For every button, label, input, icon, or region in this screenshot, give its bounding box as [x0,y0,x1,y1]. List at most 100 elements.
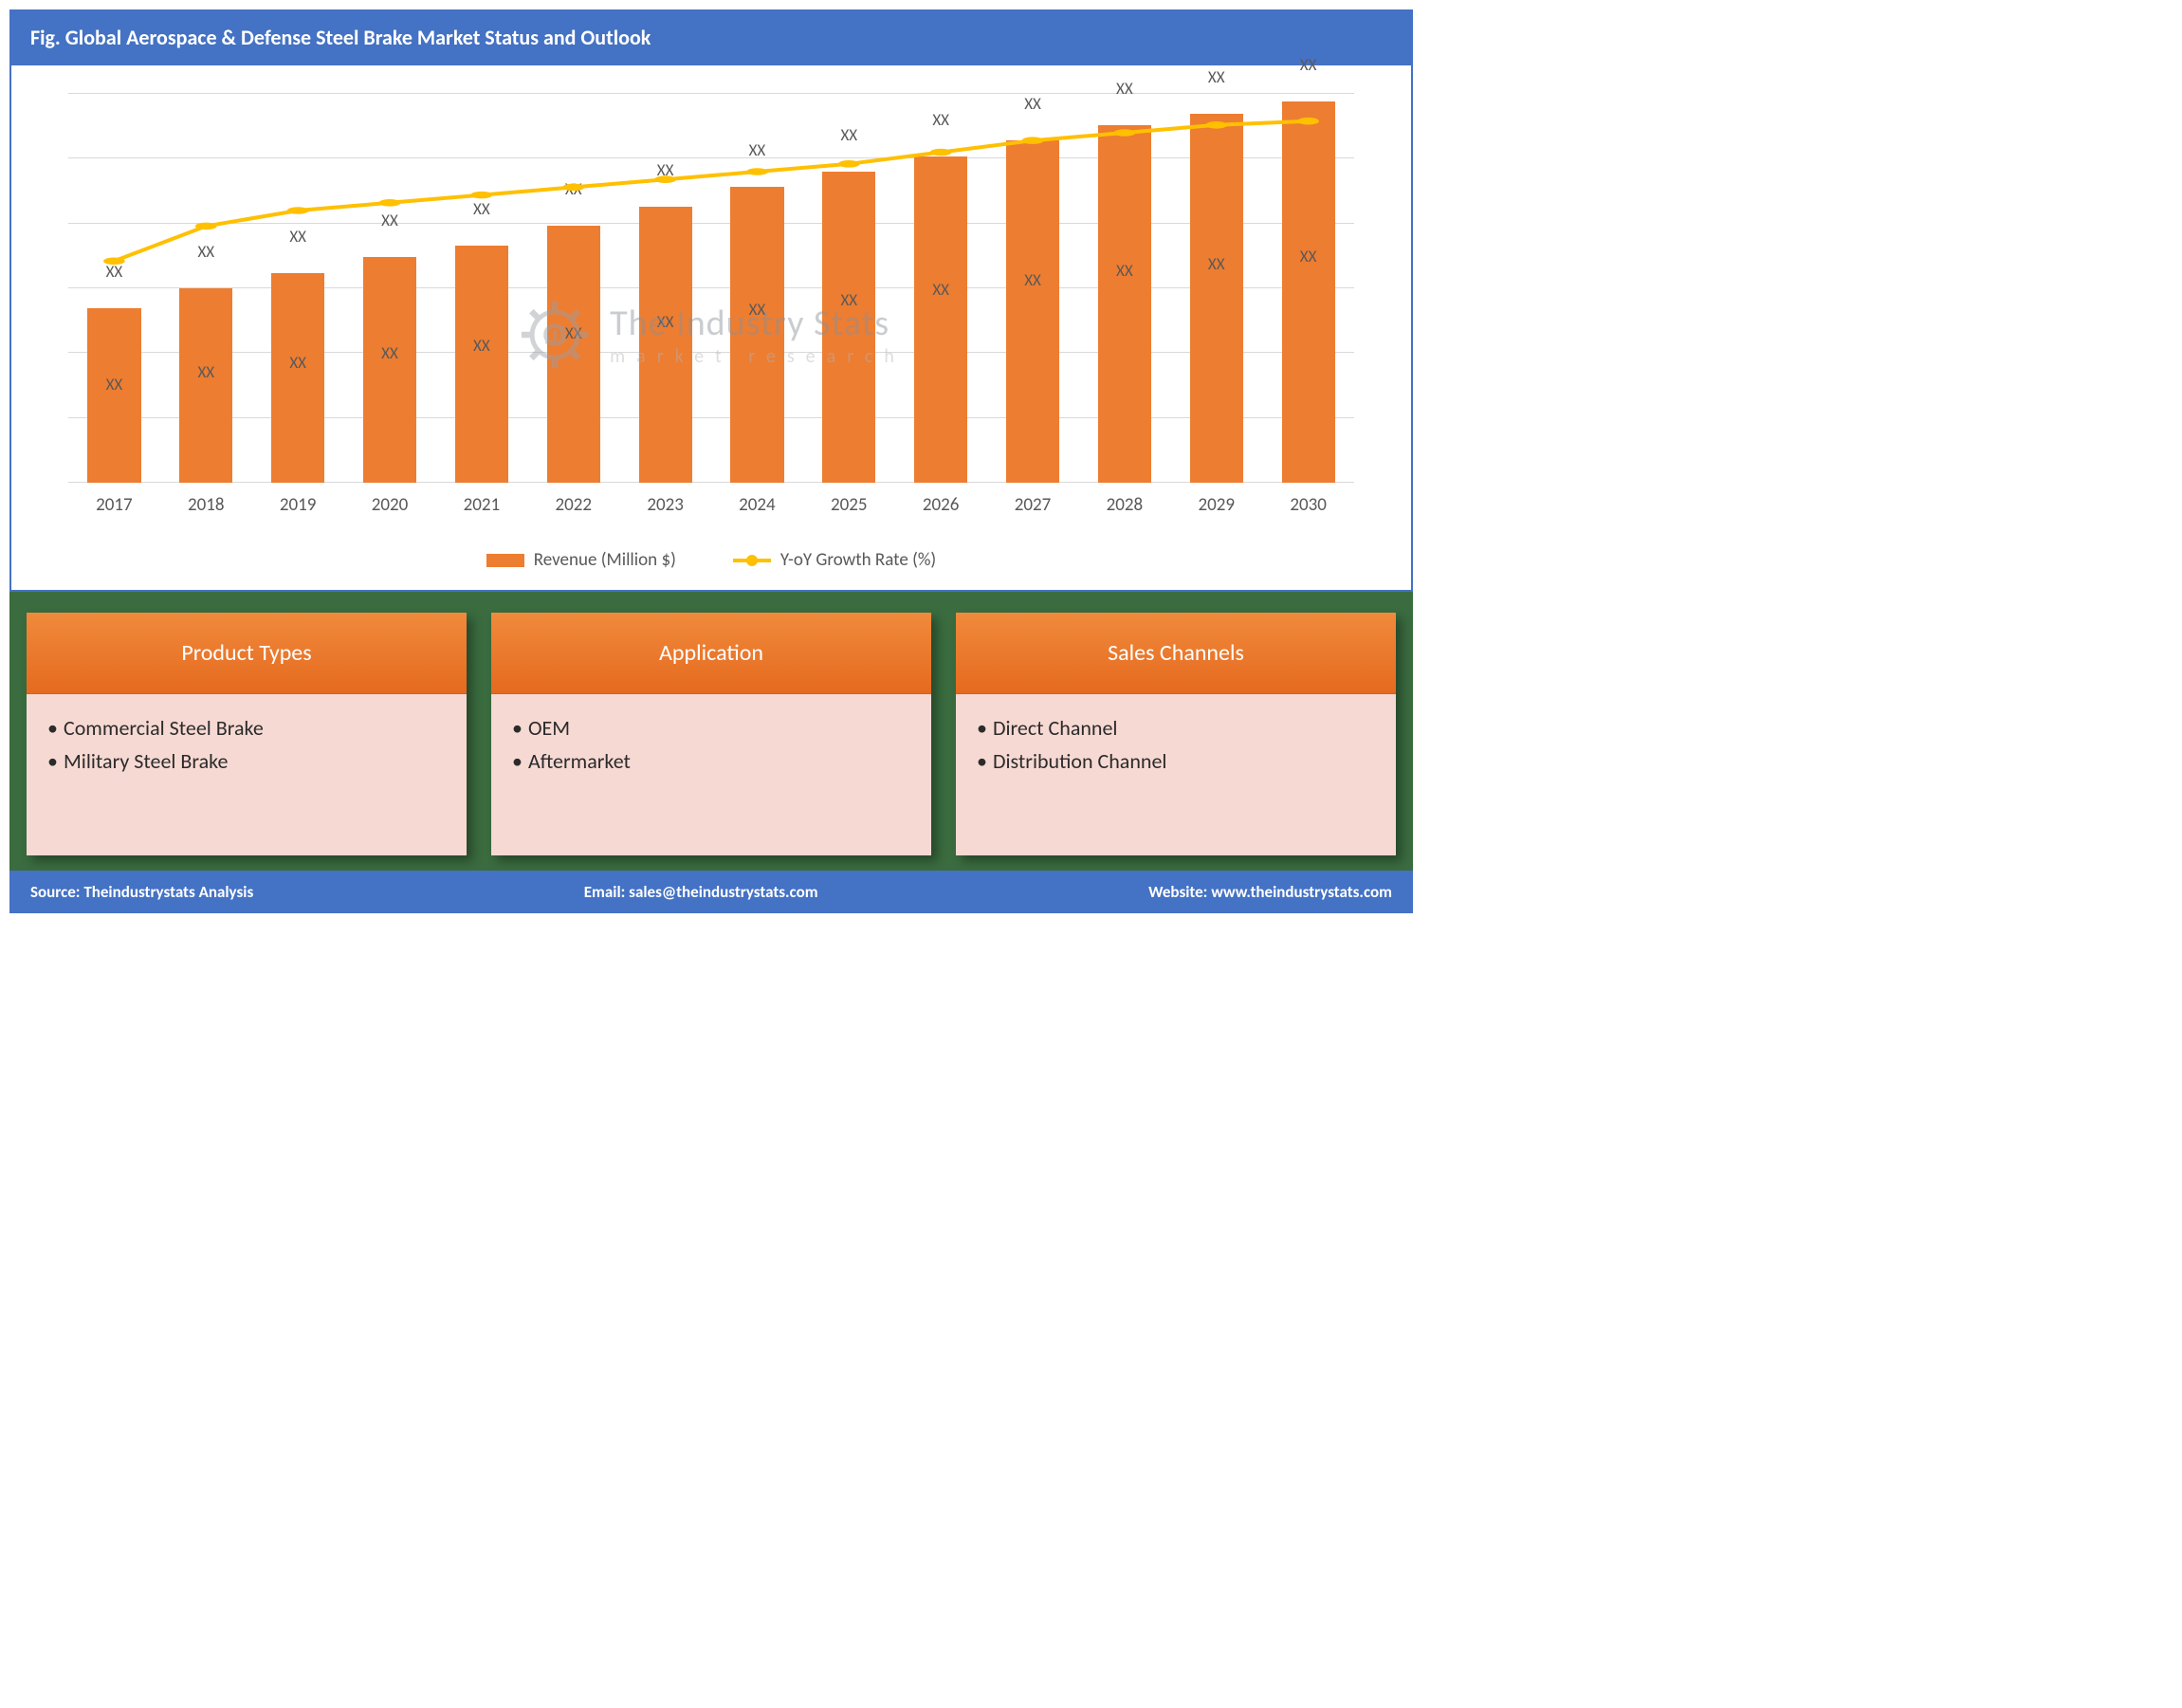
footer-website: Website: www.theindustrystats.com [1148,882,1392,902]
bar-slot: XX XX [344,94,436,483]
legend-line-marker [746,555,758,566]
bar: XX [271,273,324,483]
figure-title: Fig. Global Aerospace & Defense Steel Br… [9,9,1413,65]
bar-inner-label: XX [822,290,875,310]
bar-top-label: XX [619,160,711,180]
bar-inner-label: XX [271,353,324,373]
bar: XX [914,156,967,483]
footer-source-label: Source: [30,882,80,902]
bar-slot: XXXX [987,94,1079,483]
x-tick: 2027 [987,494,1079,516]
bar: XX [455,246,508,483]
chart-panel: XXXXXXXXXXXXXXXXXXXXXXXXXXXXXXXXXXXXXXXX… [9,65,1413,592]
footer-email-label: Email: [584,882,626,902]
bar-slot: XX XX [252,94,344,483]
bar-top-label: XX [711,140,803,160]
x-tick: 2030 [1262,494,1354,516]
x-tick: 2026 [895,494,987,516]
page-container: Fig. Global Aerospace & Defense Steel Br… [9,9,1413,913]
legend-line-label: Y-oY Growth Rate (%) [780,549,936,571]
info-card: Sales ChannelsDirect ChannelDistribution… [956,613,1396,855]
bar: XX [1006,140,1059,483]
bar-top-label: XX [803,125,895,145]
card-item: OEM [512,711,910,744]
x-tick: 2023 [619,494,711,516]
card-body: Commercial Steel BrakeMilitary Steel Bra… [27,694,467,855]
bar: XX [822,172,875,483]
card-item: Direct Channel [977,711,1375,744]
card-title: Product Types [27,613,467,694]
bar: XX [639,207,692,483]
footer-website-value: www.theindustrystats.com [1211,882,1392,902]
bar-slot: XX XX [435,94,527,483]
footer-email-value: sales@theindustrystats.com [629,882,817,902]
bar-slot: XX XX [160,94,252,483]
bar-inner-label: XX [1006,270,1059,290]
bar-slot: XX XX [527,94,619,483]
card-item: Military Steel Brake [47,744,446,778]
card-body: OEMAftermarket [491,694,931,855]
bar-inner-label: XX [87,375,140,395]
footer-website-label: Website: [1148,882,1207,902]
bar-top-label: XX [1078,79,1170,99]
bar-slot: XXXX [1170,94,1262,483]
bar-inner-label: XX [1190,254,1243,274]
bar-top-label: XX [435,199,527,219]
footer-source-value: Theindustrystats Analysis [83,882,253,902]
legend-revenue: Revenue (Million $) [486,549,676,571]
plot-region: XXXXXXXXXXXXXXXXXXXXXXXXXXXXXXXXXXXXXXXX… [68,94,1354,483]
bar-inner-label: XX [547,323,600,343]
x-tick: 2028 [1078,494,1170,516]
bars-group: XXXXXXXXXXXXXXXXXXXXXXXXXXXXXXXXXXXXXXXX… [68,94,1354,483]
card-body: Direct ChannelDistribution Channel [956,694,1396,855]
bar-slot: XX XX [895,94,987,483]
cards-row: Product TypesCommercial Steel BrakeMilit… [9,592,1413,871]
legend-bar-label: Revenue (Million $) [534,549,676,571]
x-tick: 2020 [344,494,436,516]
info-card: ApplicationOEMAftermarket [491,613,931,855]
x-tick: 2025 [803,494,895,516]
bar-top-label: XX [1170,67,1262,87]
chart-area: XXXXXXXXXXXXXXXXXXXXXXXXXXXXXXXXXXXXXXXX… [49,94,1373,540]
bar-slot: XX XX [711,94,803,483]
footer-bar: Source: Theindustrystats Analysis Email:… [9,871,1413,913]
x-tick: 2018 [160,494,252,516]
legend: Revenue (Million $) Y-oY Growth Rate (%) [49,540,1373,576]
bar-top-label: XX [252,227,344,247]
bar-inner-label: XX [455,336,508,356]
bar-inner-label: XX [363,343,416,363]
bar: XX [547,226,600,483]
card-item: Distribution Channel [977,744,1375,778]
bar-inner-label: XX [1098,261,1151,281]
x-tick: 2017 [68,494,160,516]
bar: XX [1190,114,1243,484]
bar-inner-label: XX [1282,247,1335,266]
legend-line-swatch [733,559,771,562]
legend-bar-swatch [486,554,524,567]
bar-top-label: XX [344,211,436,230]
bar-inner-label: XX [730,300,783,320]
x-tick: 2021 [435,494,527,516]
bar-top-label: XX [1262,55,1354,75]
info-card: Product TypesCommercial Steel BrakeMilit… [27,613,467,855]
bar: XX [179,288,232,483]
bar-slot: XX XX [619,94,711,483]
bar-top-label: XX [68,262,160,282]
x-tick: 2019 [252,494,344,516]
card-item: Commercial Steel Brake [47,711,446,744]
bar: XX [1282,101,1335,483]
card-title: Sales Channels [956,613,1396,694]
bar-top-label: XX [895,110,987,130]
x-tick: 2029 [1170,494,1262,516]
x-tick: 2022 [527,494,619,516]
x-tick: 2024 [711,494,803,516]
bar-inner-label: XX [639,312,692,332]
x-axis: 2017201820192020202120222023202420252026… [68,494,1354,516]
bar: XX [87,308,140,484]
bar-top-label: XX [527,179,619,199]
bar: XX [1098,125,1151,483]
bar-slot: XXXX [1078,94,1170,483]
card-item: Aftermarket [512,744,910,778]
bar-top-label: XX [160,242,252,262]
bar-inner-label: XX [914,280,967,300]
